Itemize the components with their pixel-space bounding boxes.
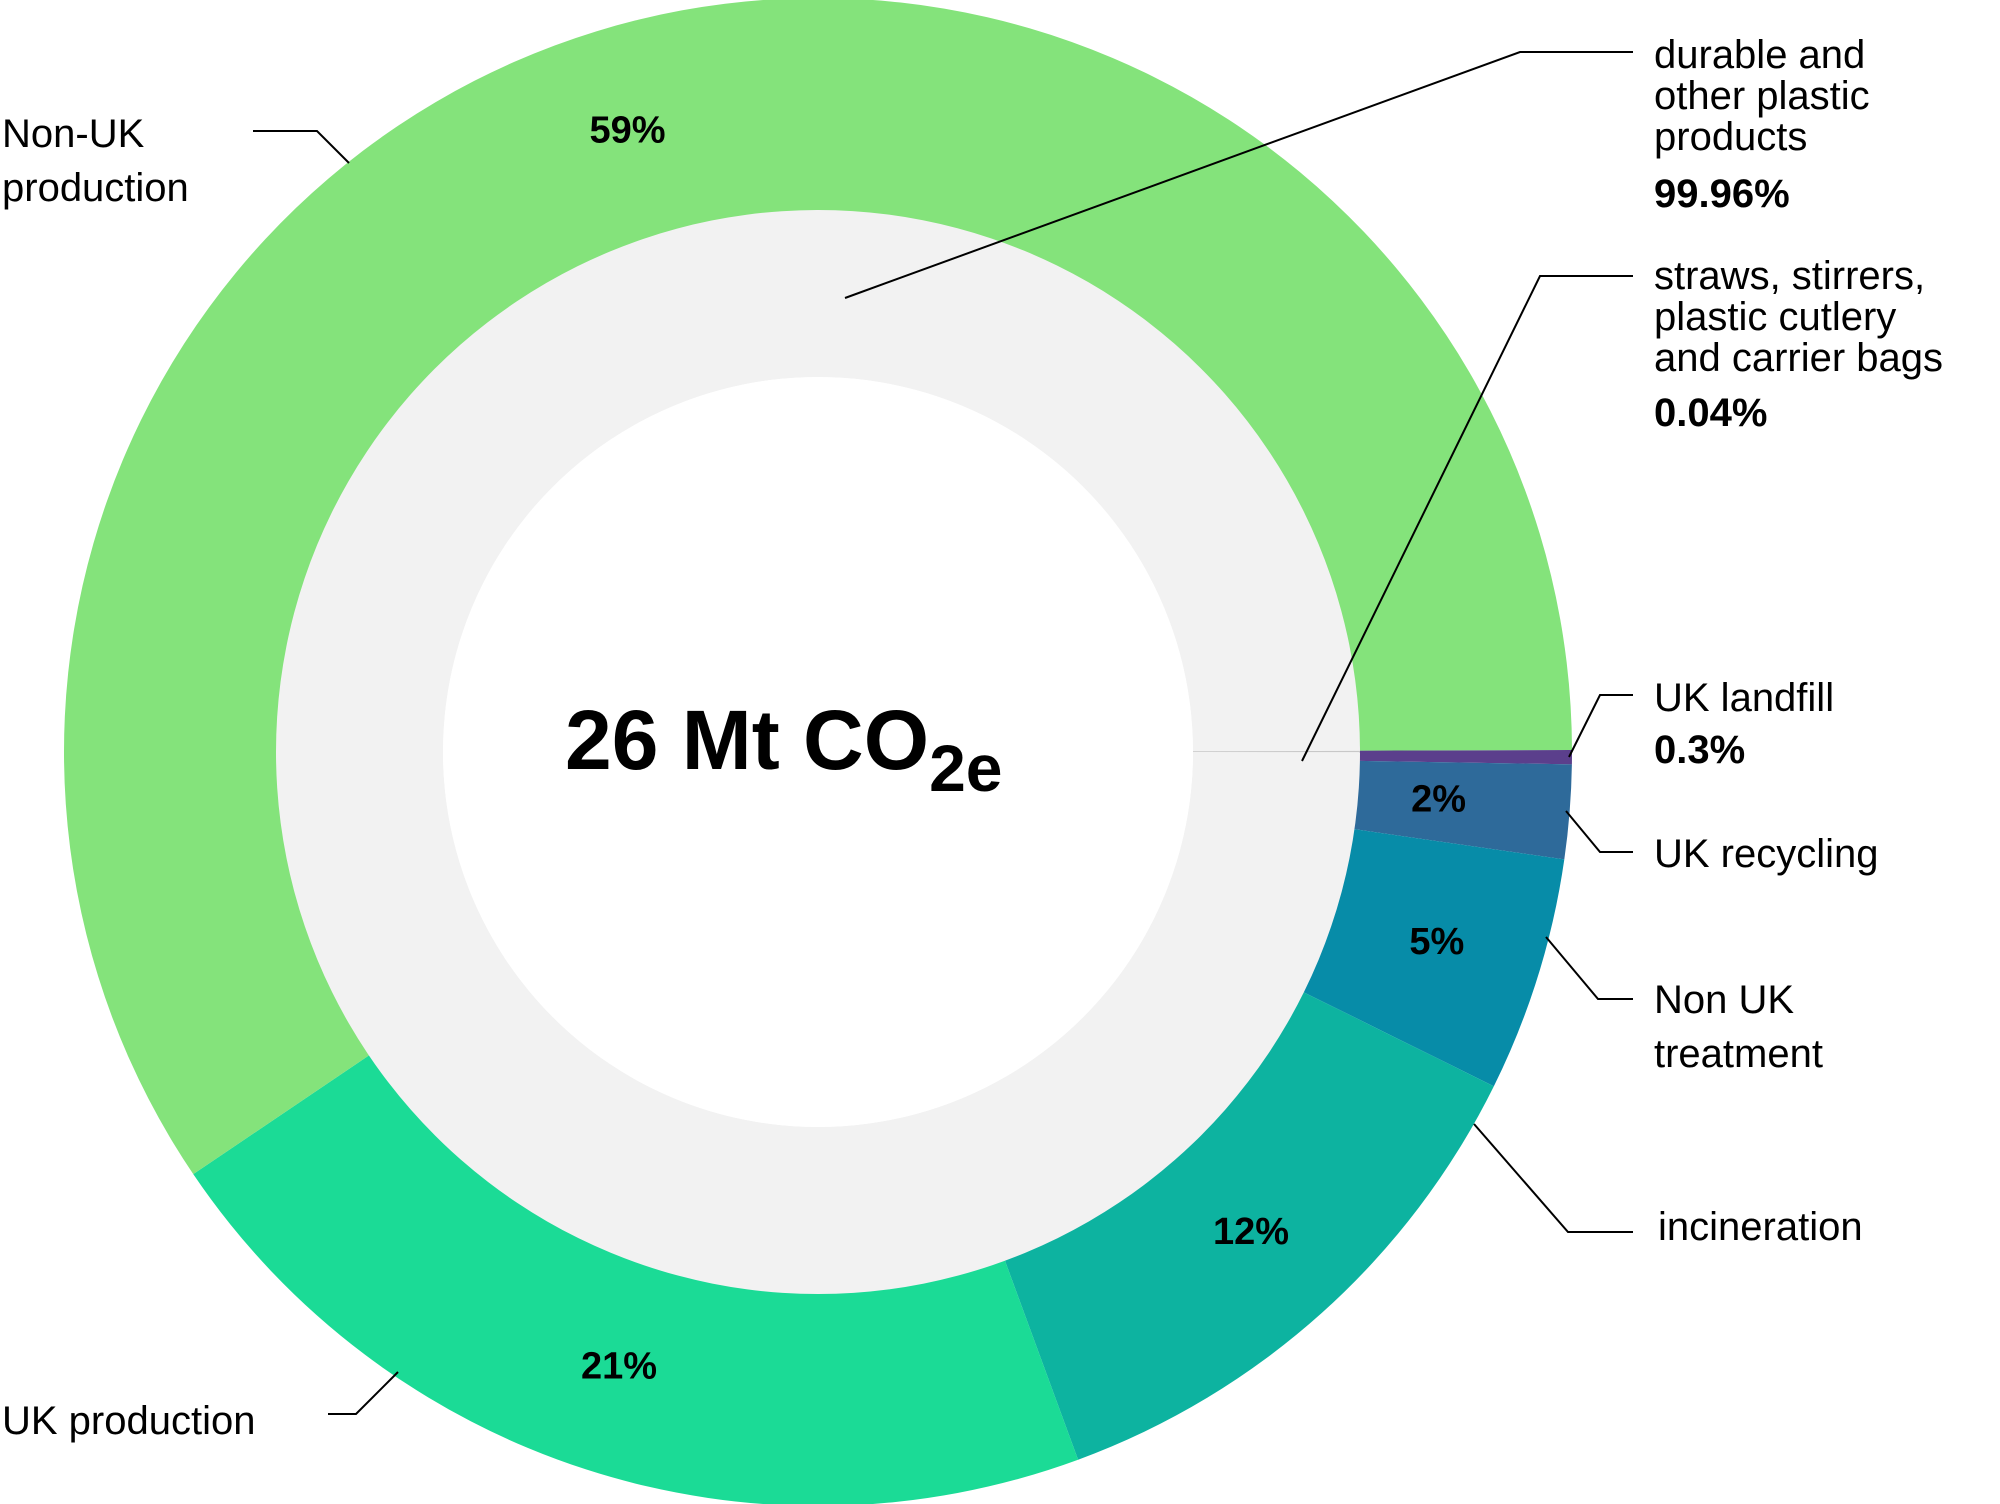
slice-non-uk-production <box>64 0 1572 1175</box>
leader-straws <box>1301 275 1633 762</box>
leader-incineration <box>1473 1123 1633 1233</box>
label-straws-pct: 0.04% <box>1654 391 1767 435</box>
outer-ring <box>64 0 1572 1504</box>
label-uk-recycling: UK recycling <box>1654 832 1879 876</box>
leader-non-uk-treatment <box>1545 936 1633 1000</box>
leader-uk-recycling <box>1565 810 1633 853</box>
center-total-label: 26 Mt CO2e <box>565 693 1002 805</box>
center-hole <box>443 377 1193 1127</box>
slice-uk-recycling <box>1353 760 1572 860</box>
leader-uk-production <box>328 1371 399 1415</box>
pct-label-non-uk-production: 59% <box>589 110 665 152</box>
slice-incineration <box>1004 991 1494 1460</box>
ring-percentage-labels: 2% 5% 12% 21% 59% <box>581 110 1466 1388</box>
pct-label-non-uk-treatment: 5% <box>1409 921 1464 963</box>
center-total-main: 26 Mt CO <box>565 693 929 787</box>
slice-uk-landfill <box>1358 750 1572 765</box>
leader-durable <box>844 51 1633 299</box>
pct-label-uk-recycling: 2% <box>1411 779 1466 821</box>
leader-non-uk-production <box>253 130 350 164</box>
leader-uk-landfill <box>1568 694 1633 758</box>
center-total-subscript: 2e <box>929 731 1002 805</box>
label-durable-products-pct: 99.96% <box>1654 172 1790 216</box>
label-incineration: incineration <box>1658 1205 1863 1249</box>
label-uk-production: UK production <box>2 1399 255 1443</box>
label-non-uk-treatment: Non UK treatment <box>1654 978 1823 1076</box>
label-durable-products: durable and other plastic products <box>1654 33 1881 159</box>
leader-lines <box>253 51 1633 1415</box>
label-uk-landfill-pct: 0.3% <box>1654 728 1745 772</box>
slice-uk-production <box>193 1054 1079 1504</box>
slice-non-uk-treatment <box>1302 829 1565 1087</box>
inner-ring <box>276 209 1360 1294</box>
pct-label-incineration: 12% <box>1213 1211 1289 1253</box>
label-uk-landfill: UK landfill <box>1654 676 1834 720</box>
label-non-uk-production: Non-UK production <box>2 112 189 210</box>
label-straws: straws, stirrers, plastic cutlery and ca… <box>1654 254 1943 380</box>
pct-label-uk-production: 21% <box>581 1346 657 1388</box>
slice-durable-and-other-plastic-products <box>276 209 1360 1294</box>
